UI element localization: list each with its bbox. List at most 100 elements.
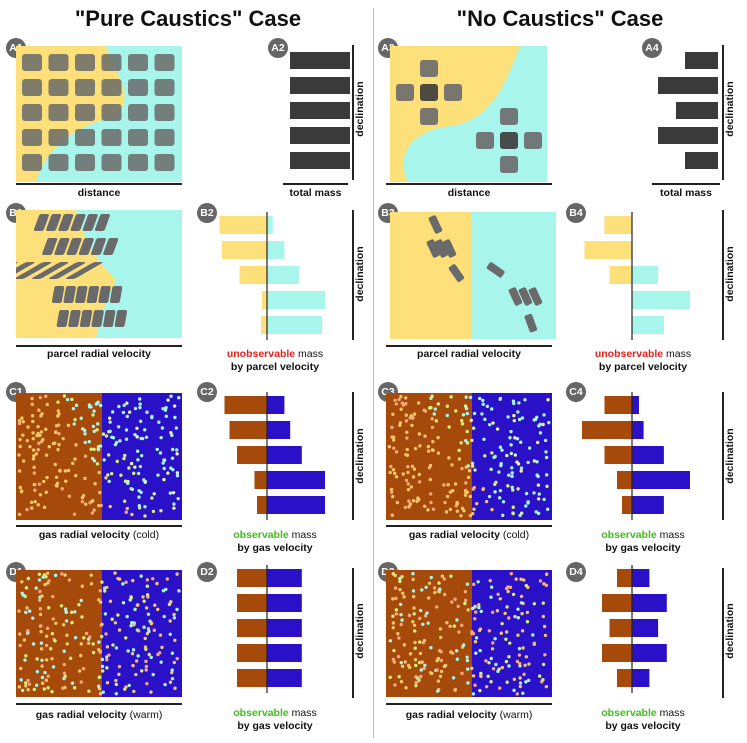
text-gas-velocity: gas radial velocity: [405, 709, 497, 721]
gas-dot: [477, 396, 482, 401]
gas-dot: [80, 500, 85, 504]
gas-dot: [40, 664, 44, 668]
gas-dot: [484, 499, 489, 504]
gas-dot: [449, 395, 453, 399]
gas-dot: [61, 436, 65, 441]
gas-dot: [389, 490, 394, 495]
gas-dot: [429, 500, 433, 505]
gas-dot: [129, 461, 134, 466]
parcel-blob: [48, 154, 69, 171]
panel-D3: [386, 570, 552, 697]
gas-dot: [412, 612, 416, 616]
gas-dot: [159, 435, 163, 440]
gas-dot: [138, 397, 142, 401]
gas-dot: [542, 582, 546, 586]
gas-dot: [70, 461, 75, 466]
gas-dot: [464, 406, 469, 411]
gas-dot: [97, 675, 102, 679]
text-by-gas: by gas velocity: [605, 720, 681, 732]
gas-dot: [491, 421, 495, 425]
gas-dot: [525, 610, 530, 615]
gas-dot: [526, 678, 531, 683]
gas-dot: [519, 466, 524, 470]
gas-dot: [469, 418, 473, 423]
badge-B4: B4: [566, 203, 586, 223]
gas-dot: [127, 410, 132, 414]
gas-dot: [464, 481, 468, 485]
parcel-blob: [22, 54, 42, 71]
gas-dot: [46, 686, 50, 690]
label-total-mass: total mass: [660, 187, 712, 199]
gas-dot: [423, 504, 427, 509]
gas-dot: [77, 669, 82, 673]
gas-dot: [98, 600, 103, 604]
gas-dot: [450, 463, 454, 467]
parcel-blob: [444, 84, 462, 101]
gas-dot: [175, 474, 180, 478]
gas-dot: [542, 413, 546, 417]
label-mass-by-gas: observable mass by gas velocity: [200, 707, 350, 733]
gas-dot: [398, 579, 402, 584]
gas-dot: [489, 467, 493, 472]
gas-dot: [105, 645, 110, 649]
gas-dot: [394, 596, 398, 601]
gas-dot: [151, 509, 156, 514]
gas-dot: [107, 653, 111, 657]
text-unobservable: unobservable: [594, 348, 664, 360]
gas-dot: [39, 624, 43, 628]
parcel-blob: [75, 79, 95, 96]
gas-dot: [494, 662, 498, 667]
gas-dot: [397, 674, 401, 679]
gas-dot: [124, 437, 129, 441]
gas-dot: [22, 638, 27, 642]
gas-dot: [398, 587, 402, 592]
mass-bar: [290, 127, 350, 144]
gas-dot: [475, 501, 479, 506]
gas-dot: [40, 675, 45, 680]
gas-dot: [17, 418, 22, 423]
gas-dot: [80, 584, 84, 588]
gas-dot: [32, 454, 36, 458]
gas-dot: [517, 417, 522, 422]
mass-bar-right: [632, 316, 664, 334]
parcel-blob: [500, 156, 518, 173]
gas-dot: [40, 594, 44, 598]
gas-dot: [32, 465, 36, 470]
label-declination: declination: [354, 428, 366, 484]
gas-dot: [403, 505, 408, 510]
text-gas-velocity: gas radial velocity: [408, 529, 500, 541]
gas-dot: [151, 576, 155, 581]
gas-dot: [464, 465, 468, 469]
gas-dot: [454, 649, 459, 653]
gas-dot: [463, 404, 468, 408]
gas-dot: [98, 692, 103, 696]
gas-dot: [54, 424, 59, 428]
gas-dot: [137, 495, 141, 499]
gas-dot: [466, 475, 471, 480]
axis-line: [16, 525, 182, 527]
text-mass: mass: [288, 707, 317, 719]
gas-dot: [515, 692, 519, 696]
gas-dot: [130, 651, 135, 656]
gas-dot: [119, 473, 123, 477]
gas-dot: [407, 505, 411, 509]
label-gas-velocity-warm: gas radial velocity (warm): [386, 709, 552, 722]
mass-bar-left: [237, 644, 267, 662]
label-mass-by-gas: observable mass by gas velocity: [200, 529, 350, 555]
gas-dot: [100, 664, 105, 669]
gas-dot: [544, 450, 548, 454]
region-brown: [386, 393, 472, 520]
gas-dot: [394, 475, 399, 479]
gas-dot: [17, 512, 22, 517]
mass-bar-left: [617, 471, 632, 489]
gas-dot: [127, 466, 131, 470]
gas-dot: [34, 586, 38, 590]
parcel-blob: [75, 286, 88, 303]
gas-dot: [30, 506, 34, 510]
parcel-blob: [33, 214, 49, 231]
gas-dot: [417, 678, 421, 683]
gas-dot: [544, 455, 549, 460]
gas-dot: [170, 456, 175, 460]
gas-dot: [44, 643, 49, 648]
gas-dot: [172, 506, 176, 510]
